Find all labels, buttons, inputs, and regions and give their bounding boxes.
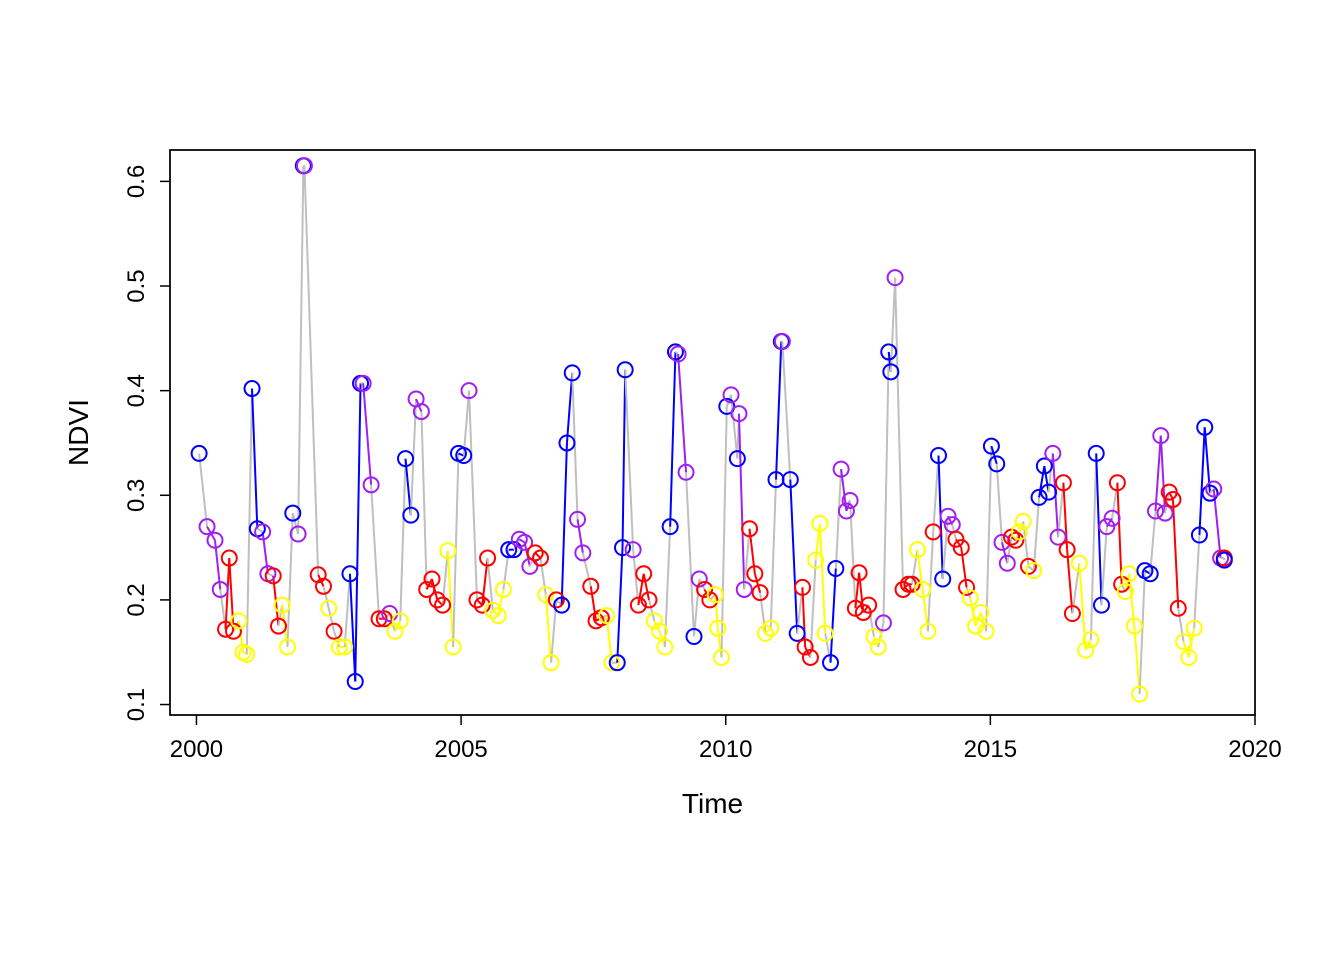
chart-container: 2000 2005 2010 2015 2020 0.1 0.2 0.3 0.4 0.5 0.6 Ti… (0, 0, 1344, 960)
y-tick-label: 0.5 (123, 269, 150, 302)
ndvi-timeseries-chart: 2000 2005 2010 2015 2020 0.1 0.2 0.3 0.4 0.5 0.6 Ti… (0, 0, 1344, 960)
x-axis-title: Time (682, 788, 743, 819)
x-tick-label: 2010 (699, 736, 752, 763)
y-tick-label: 0.1 (123, 688, 150, 721)
x-tick-label: 2020 (1228, 736, 1281, 763)
x-tick-label: 2005 (434, 736, 487, 763)
x-tick-label: 2000 (170, 736, 223, 763)
y-tick-label: 0.3 (123, 479, 150, 512)
y-tick-label: 0.4 (123, 374, 150, 407)
x-tick-label: 2015 (964, 736, 1017, 763)
y-tick-label: 0.2 (123, 583, 150, 616)
y-axis-title: NDVI (63, 399, 94, 466)
y-tick-label: 0.6 (123, 165, 150, 198)
